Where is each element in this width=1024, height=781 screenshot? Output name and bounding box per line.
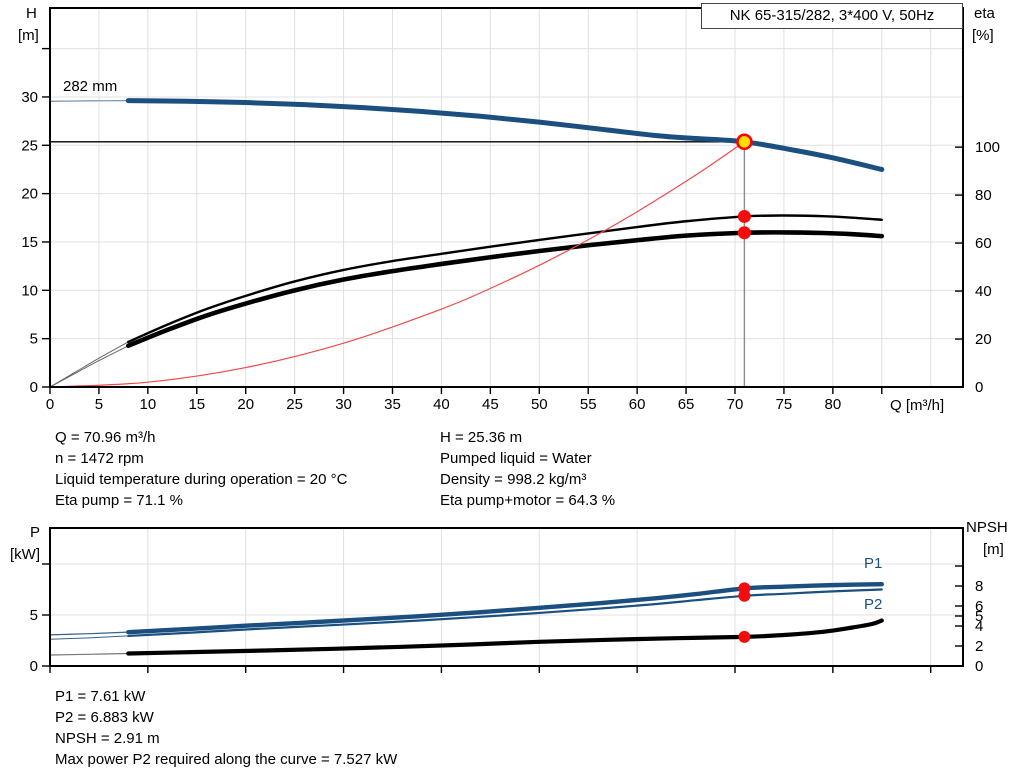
- x-tick-label: 20: [237, 396, 254, 413]
- y-tick-label: 0: [30, 379, 38, 396]
- info-speed: n = 1472 rpm: [55, 450, 144, 467]
- y-tick-label: 30: [21, 89, 38, 106]
- pump-title-box: NK 65-315/282, 3*400 V, 50Hz: [701, 3, 963, 29]
- y-tick-label: 10: [21, 282, 38, 299]
- y2-tick-label: 2: [975, 638, 983, 655]
- eta-pump-point: [737, 209, 751, 223]
- x-tick-label: 70: [727, 396, 744, 413]
- p-axis-label: P: [30, 524, 41, 541]
- y-tick-label: 5: [30, 607, 38, 624]
- info-p1: P1 = 7.61 kW: [55, 688, 146, 705]
- npsh-axis-unit: [m]: [983, 541, 1004, 558]
- h-axis-label: H: [26, 5, 37, 22]
- impeller-diameter-label: 282 mm: [63, 78, 118, 95]
- p2-curve-label: P2: [864, 596, 883, 613]
- p1-curve: [126, 582, 884, 635]
- x-tick-label: 30: [335, 396, 352, 413]
- h-curve-lead: [49, 99, 129, 102]
- x-tick-label: 15: [188, 396, 205, 413]
- p1-curve-label: P1: [864, 555, 883, 572]
- info-eta-pump: Eta pump = 71.1 %: [55, 492, 183, 509]
- info-p2: P2 = 6.883 kW: [55, 709, 154, 726]
- info-head: H = 25.36 m: [440, 429, 523, 446]
- hq-eta-chart-frame: [49, 7, 964, 388]
- h-axis-unit: [m]: [18, 27, 39, 44]
- y2-tick-label: 40: [975, 283, 992, 300]
- y2-tick-label: 6: [975, 598, 983, 615]
- x-tick-label: 80: [825, 396, 842, 413]
- info-eta-pump-motor: Eta pump+motor = 64.3 %: [440, 492, 616, 509]
- eta-pump-motor-curve: [125, 230, 885, 349]
- info-pumped-liquid: Pumped liquid = Water: [440, 450, 592, 467]
- power-npsh-chart-frame: [49, 527, 964, 667]
- y2-tick-label: 4: [975, 618, 983, 635]
- x-tick-label: 60: [629, 396, 646, 413]
- q-axis-label: Q [m³/h]: [890, 397, 945, 414]
- y-tick-label: 0: [30, 658, 38, 675]
- info-max-power: Max power P2 required along the curve = …: [55, 751, 398, 768]
- x-tick-label: 65: [678, 396, 695, 413]
- info-liquid-temp: Liquid temperature during operation = 20…: [55, 471, 348, 488]
- system-curve: [49, 141, 745, 388]
- x-tick-label: 25: [286, 396, 303, 413]
- npsh-axis-label: NPSH: [966, 519, 1008, 536]
- h-curve: [125, 98, 885, 172]
- y2-tick-label: 80: [975, 187, 992, 204]
- x-tick-label: 0: [46, 396, 54, 413]
- x-tick-label: 5: [95, 396, 103, 413]
- p-axis-unit: [kW]: [10, 546, 40, 563]
- p2-curve: [127, 588, 883, 638]
- info-flow: Q = 70.96 m³/h: [55, 429, 156, 446]
- y2-tick-label: 0: [975, 658, 983, 675]
- npsh-curve: [126, 618, 884, 656]
- x-tick-label: 55: [580, 396, 597, 413]
- p2-point: [738, 589, 751, 602]
- eta-pump-motor-curve-lead: [49, 345, 129, 388]
- p2-curve-lead: [49, 635, 129, 640]
- x-tick-label: 75: [776, 396, 793, 413]
- eta-axis-label: eta: [974, 5, 995, 22]
- x-tick-label: 40: [433, 396, 450, 413]
- eta-pump-curve: [127, 214, 883, 344]
- y2-tick-label: 5: [975, 608, 983, 625]
- x-tick-label: 50: [531, 396, 548, 413]
- p1-curve-lead: [49, 631, 129, 636]
- x-tick-label: 35: [384, 396, 401, 413]
- info-npsh: NPSH = 2.91 m: [55, 730, 160, 747]
- y-tick-label: 20: [21, 186, 38, 203]
- y-tick-label: 5: [30, 331, 38, 348]
- npsh-point: [738, 630, 751, 643]
- y-tick-label: 15: [21, 234, 38, 251]
- duty-point: [736, 133, 753, 151]
- y2-tick-label: 60: [975, 235, 992, 252]
- y2-tick-label: 8: [975, 578, 983, 595]
- eta-pump-motor-point: [737, 226, 751, 240]
- y2-tick-label: 100: [975, 139, 1000, 156]
- x-tick-label: 45: [482, 396, 499, 413]
- y2-tick-label: 0: [975, 379, 983, 396]
- npsh-curve-lead: [49, 652, 129, 656]
- y-tick-label: 25: [21, 137, 38, 154]
- info-density: Density = 998.2 kg/m³: [440, 471, 587, 488]
- eta-axis-unit: [%]: [972, 27, 994, 44]
- x-tick-label: 10: [140, 396, 157, 413]
- y2-tick-label: 20: [975, 331, 992, 348]
